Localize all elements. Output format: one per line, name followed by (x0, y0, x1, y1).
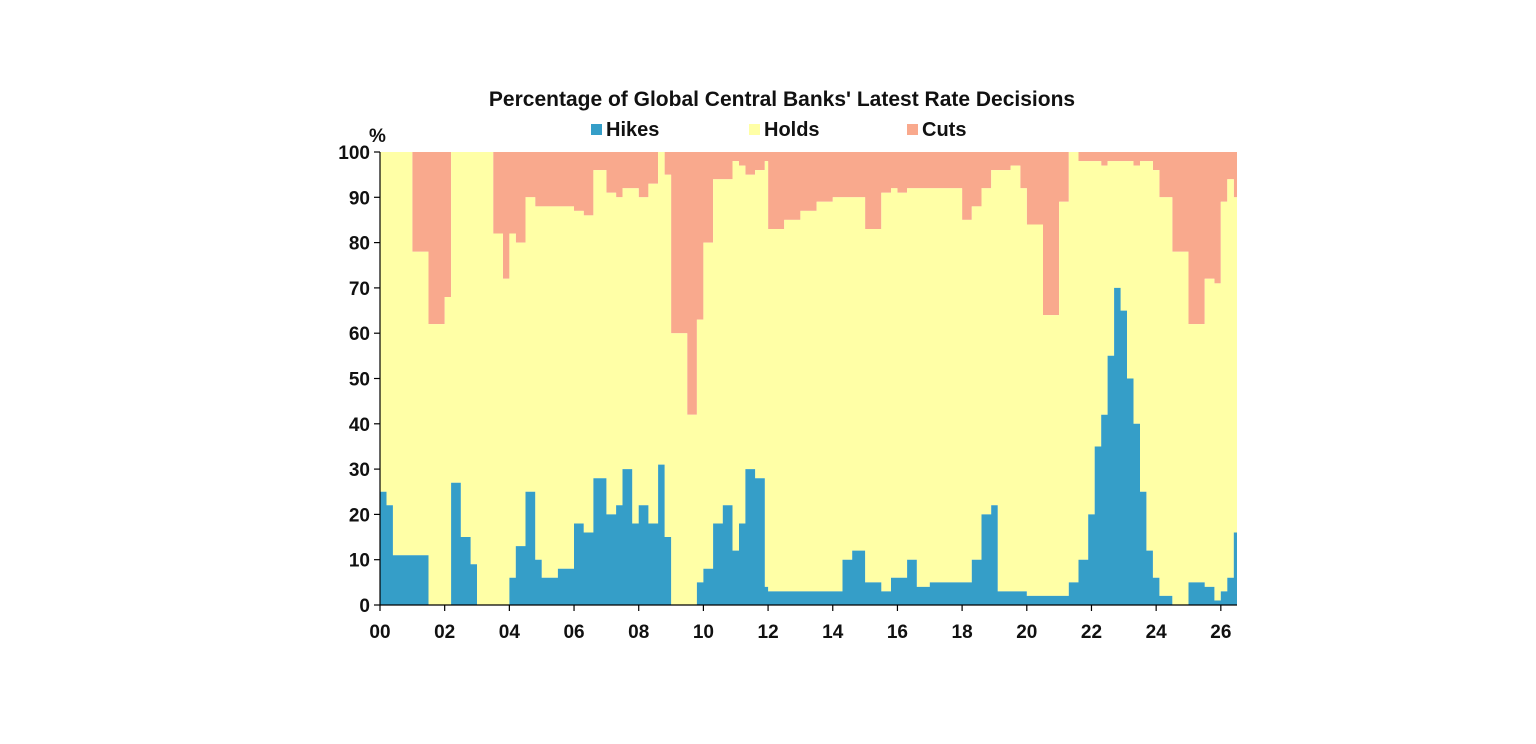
y-tick-label: 90 (349, 188, 370, 209)
y-tick-label: 50 (349, 370, 370, 391)
x-tick-label: 26 (1210, 622, 1231, 643)
y-tick-label: 30 (349, 460, 370, 481)
y-tick-label: 80 (349, 234, 370, 255)
x-tick-label: 02 (434, 622, 455, 643)
x-tick-label: 04 (499, 622, 521, 643)
x-tick-label: 14 (822, 622, 844, 643)
y-axis: 0 10 20 30 40 50 60 70 80 90 100 (338, 143, 381, 617)
series-area-hikes (380, 287, 1237, 605)
legend-swatch-holds (749, 124, 760, 135)
legend-swatch-hikes (591, 124, 602, 135)
series-area-holds (380, 152, 1237, 605)
series-area-cuts (380, 152, 1237, 415)
x-tick-label: 10 (693, 622, 714, 643)
y-tick-label: 70 (349, 279, 370, 300)
y-tick-label: 0 (359, 596, 370, 617)
chart-title: Percentage of Global Central Banks' Late… (489, 88, 1075, 111)
x-tick-label: 22 (1081, 622, 1102, 643)
y-tick-label: 40 (349, 415, 370, 436)
legend-label-holds: Holds (764, 119, 820, 141)
y-tick-label: 60 (349, 324, 370, 345)
x-axis: 00 02 04 06 08 10 12 14 16 18 20 22 24 26 (369, 604, 1237, 643)
x-tick-label: 08 (628, 622, 649, 643)
y-axis-unit-label: % (369, 126, 386, 147)
x-tick-label: 20 (1016, 622, 1037, 643)
x-tick-label: 06 (563, 622, 584, 643)
y-tick-label: 10 (349, 551, 370, 572)
legend-label-hikes: Hikes (606, 119, 659, 141)
legend-label-cuts: Cuts (922, 119, 966, 141)
x-tick-label: 16 (887, 622, 908, 643)
legend-swatch-cuts (907, 124, 918, 135)
x-tick-label: 24 (1146, 622, 1168, 643)
x-tick-label: 12 (758, 622, 779, 643)
x-tick-label: 00 (369, 622, 390, 643)
y-tick-label: 100 (338, 143, 370, 164)
y-tick-label: 20 (349, 505, 370, 526)
x-tick-label: 18 (952, 622, 973, 643)
plot-area (380, 152, 1237, 605)
legend: Hikes Holds Cuts (591, 119, 966, 141)
